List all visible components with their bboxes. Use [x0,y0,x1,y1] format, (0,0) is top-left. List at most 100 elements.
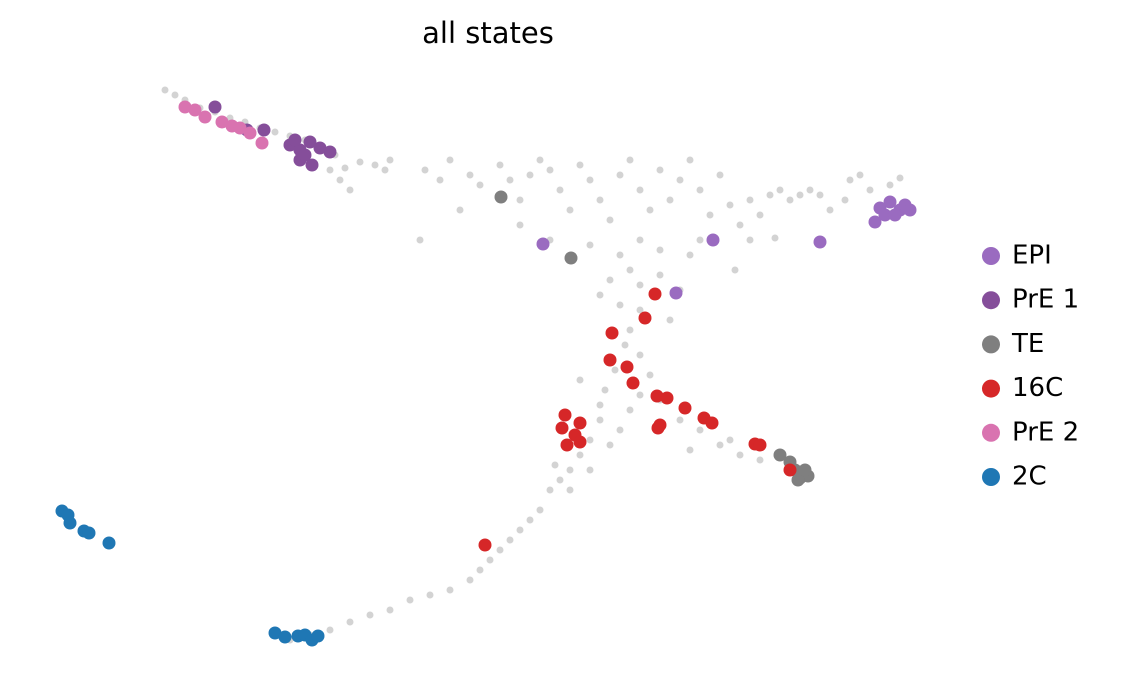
background-point [686,156,694,164]
background-point [626,406,634,414]
point [620,360,634,374]
point [558,408,572,422]
point [669,286,683,300]
point [257,123,271,137]
legend-marker [982,335,1000,354]
background-point [346,618,354,626]
background-point [476,181,484,189]
point [605,326,619,340]
point [278,630,292,644]
background-point [576,376,584,384]
background-point [326,166,334,174]
background-point [726,201,734,209]
point [573,416,587,430]
legend-label: PrE 2 [1012,417,1079,447]
background-point [756,456,764,464]
background-point [546,486,554,494]
background-point [366,611,374,619]
point [883,195,897,209]
background-point [746,196,754,204]
background-point [386,606,394,614]
point [63,516,77,530]
background-point [556,476,564,484]
background-point [506,536,514,544]
background-point [676,176,684,184]
background-point [566,206,574,214]
background-point [526,516,534,524]
background-point [716,171,724,179]
background-point [416,236,424,244]
point [878,208,892,222]
legend-marker [982,247,1000,265]
background-point [696,236,704,244]
background-point [771,234,779,242]
background-point [616,171,624,179]
background-point [736,451,744,459]
background-point [516,221,524,229]
background-point [636,186,644,194]
background-point [386,156,394,164]
point [555,421,569,435]
background-point [806,186,814,194]
background-point [636,306,644,314]
background-point [716,441,724,449]
background-point [466,576,474,584]
background-point [611,366,619,374]
background-point [551,461,559,469]
point [603,353,617,367]
background-point [526,171,534,179]
background-point [486,556,494,564]
background-point [786,196,794,204]
background-point [421,166,429,174]
background-point [381,166,389,174]
background-point [666,316,674,324]
point [813,235,827,249]
background-point [726,436,734,444]
background-point [596,401,604,409]
point [773,448,787,462]
background-point [766,191,774,199]
background-point [606,441,614,449]
background-point [586,241,594,249]
background-point [746,236,754,244]
legend-marker [982,291,1000,310]
background-point [776,186,784,194]
background-point [576,161,584,169]
point [82,526,96,540]
background-point [596,416,604,424]
background-point [171,91,179,99]
background-point [656,166,664,174]
background-point [476,566,484,574]
point [198,110,212,124]
background-point [341,164,349,172]
background-point [696,426,704,434]
background-point [586,466,594,474]
background-point [346,186,354,194]
background-point [616,301,624,309]
background-point [326,626,334,634]
background-point [536,156,544,164]
legend-label: 2C [1012,462,1047,492]
legend-marker [982,468,1000,486]
point [560,438,574,452]
point [188,103,202,117]
background-point [736,221,744,229]
background-point [436,176,444,184]
background-point [516,526,524,534]
background-point [586,176,594,184]
point [102,536,116,550]
point [311,629,325,643]
background-point [626,156,634,164]
point [653,418,667,432]
point [323,145,337,159]
background-point [646,371,654,379]
point [268,626,282,640]
background-point [656,271,664,279]
background-point [446,586,454,594]
background-point [656,246,664,254]
background-point [606,276,614,284]
background-point [596,196,604,204]
point [233,121,247,135]
background-point [536,506,544,514]
